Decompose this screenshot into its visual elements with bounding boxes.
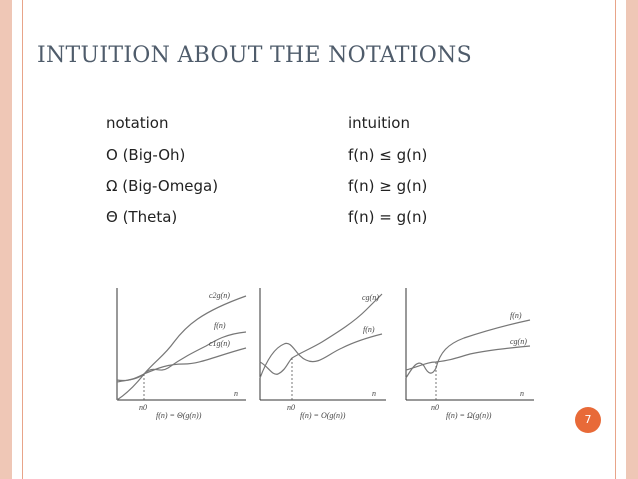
page-number-badge: 7 (575, 407, 601, 433)
graph-bigoh-axis-n: n (372, 389, 376, 398)
graph-theta-label-c2g: c2g(n) (209, 291, 230, 300)
graph-theta-label-c1g: c1g(n) (209, 339, 230, 348)
graph-theta: c2g(n) f(n) c1g(n) n n0 f(n) = Θ(g(n)) (116, 288, 247, 420)
graph-bigoh-curve-f (259, 333, 383, 379)
graph-bigomega-curve-cg (405, 345, 531, 371)
left-edge-band (0, 0, 12, 479)
graph-theta-curve-c1g (116, 347, 247, 382)
row-bigomega-intuition: f(n) ≥ g(n) (348, 177, 428, 195)
graph-bigoh: cg(n) f(n) n n0 f(n) = O(g(n)) (259, 288, 386, 420)
graph-bigomega-n0: n0 (431, 403, 439, 412)
graph-theta-axis-n: n (234, 389, 238, 398)
graph-bigomega-label-cg: cg(n) (510, 337, 527, 346)
graph-bigoh-curve-cg (259, 293, 383, 375)
graph-theta-caption: f(n) = Θ(g(n)) (156, 411, 202, 420)
right-edge-band (626, 0, 638, 479)
row-bigoh-notation: O (Big-Oh) (106, 146, 186, 164)
row-bigomega-notation: Ω (Big-Omega) (106, 177, 219, 195)
graph-bigoh-label-f: f(n) (363, 325, 375, 334)
asymptotic-graphs-svg: c2g(n) f(n) c1g(n) n n0 f(n) = Θ(g(n)) c… (116, 288, 534, 420)
graph-theta-label-f: f(n) (214, 321, 226, 330)
graph-bigomega-curve-f (405, 319, 531, 379)
graph-theta-curve-c2g (116, 295, 247, 401)
graph-bigoh-caption: f(n) = O(g(n)) (300, 411, 346, 420)
row-theta-intuition: f(n) = g(n) (348, 208, 428, 226)
graph-bigomega-caption: f(n) = Ω(g(n)) (446, 411, 492, 420)
right-edge-line (615, 0, 616, 479)
header-notation: notation (106, 114, 169, 132)
graph-theta-n0: n0 (139, 403, 147, 412)
slide-title: INTUITION ABOUT THE NOTATIONS (37, 43, 472, 68)
row-theta-notation: Θ (Theta) (106, 208, 178, 226)
header-intuition: intuition (348, 114, 410, 132)
asymptotic-graphs-figure: c2g(n) f(n) c1g(n) n n0 f(n) = Θ(g(n)) c… (106, 282, 546, 432)
graph-bigomega-label-f: f(n) (510, 311, 522, 320)
graph-bigoh-label-cg: cg(n) (362, 293, 379, 302)
row-bigoh-intuition: f(n) ≤ g(n) (348, 146, 428, 164)
graph-bigomega-axis-n: n (520, 389, 524, 398)
graph-bigoh-n0: n0 (287, 403, 295, 412)
graph-bigomega: f(n) cg(n) n n0 f(n) = Ω(g(n)) (405, 288, 534, 420)
left-edge-line (22, 0, 23, 479)
